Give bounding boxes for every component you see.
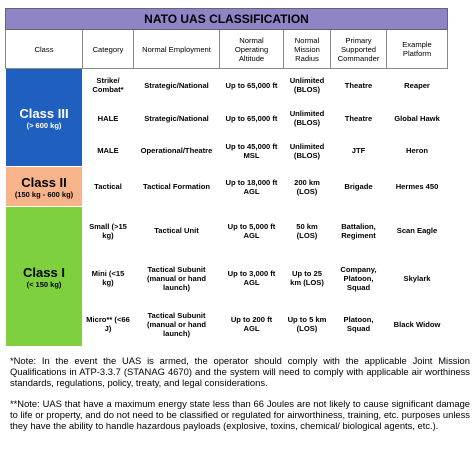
table-cell: Theatre [330, 101, 387, 135]
table-cell: Theatre [330, 68, 387, 102]
table-cell: 200 km (LOS) [283, 166, 331, 207]
column-header: Normal Mission Radius [283, 29, 331, 69]
column-header: Normal Operating Altitude [219, 29, 284, 69]
table-cell: JTF [330, 134, 387, 167]
table-cell: Scan Eagle [385, 206, 449, 255]
table-cell: Up to 25 km (LOS) [283, 254, 331, 302]
table-cell: MALE [82, 134, 134, 167]
class-weight: (> 600 kg) [26, 120, 62, 130]
table-cell: Up to 65,000 ft [219, 68, 284, 102]
class-label: Class II [21, 174, 67, 190]
table-cell: Small (>15 kg) [82, 206, 134, 255]
column-header: Primary Supported Commander [330, 29, 387, 69]
table-row: Class II (150 kg - 600 kg) Tactical Tactica… [5, 166, 449, 207]
table-cell: Up to 3,000 ft AGL [219, 254, 284, 302]
column-header: Example Platform [385, 29, 449, 69]
class-label: Class I [23, 264, 65, 280]
table-cell: Up to 65,000 ft [219, 101, 284, 135]
table-cell: Strategic/National [133, 68, 220, 102]
note: **Note: UAS that have a maximum energy s… [10, 398, 470, 431]
class-weight: (< 150 kg) [26, 279, 62, 289]
table-cell: Global Hawk [385, 101, 449, 135]
table-cell: Platoon, Squad [330, 301, 387, 347]
table-cell: Up to 45,000 ft MSL [219, 134, 284, 167]
table-row: Micro** (<66 J) Tactical Subunit (manual … [6, 301, 449, 347]
table-cell: Tactical Unit [133, 206, 220, 255]
table-cell: Tactical Subunit (manual or hand launch) [133, 254, 220, 302]
table-row: Class I (< 150 kg) Small (>15 kg) Tactical … [5, 206, 449, 347]
table-cell: Brigade [330, 166, 387, 207]
table-row: HALE Strategic/National Up to 65,000 ft Unl… [6, 101, 449, 135]
table-cell: Black Widow [385, 301, 449, 347]
table-cell: 50 km (LOS) [283, 206, 331, 255]
table-cell: HALE [82, 101, 134, 135]
note: *Note: In the event the UAS is armed, th… [10, 355, 470, 388]
table-cell: Micro** (<66 J) [82, 301, 134, 347]
classification-table: NATO UAS CLASSIFICATION Class Category Nor… [4, 8, 449, 347]
header-row: Class Category Normal Employment Normal Ope… [5, 29, 449, 69]
table-row: Class III (> 600 kg) Strike/ Combat* Strate… [5, 68, 449, 167]
table-cell: Unlimited (BLOS) [283, 68, 331, 102]
table-row: MALE Operational/Theatre Up to 45,000 ft M… [6, 134, 449, 167]
table-cell: Up to 18,000 ft AGL [219, 166, 284, 207]
class-cell: Class III (> 600 kg) [5, 68, 83, 167]
table-cell: Battalion, Regiment [330, 206, 387, 255]
table-cell: Operational/Theatre [133, 134, 220, 167]
table-title: NATO UAS CLASSIFICATION [4, 8, 449, 30]
column-header: Class [5, 29, 83, 69]
table-cell: Up to 5 km (LOS) [283, 301, 331, 347]
column-header: Category [82, 29, 134, 69]
table-cell: Strategic/National [133, 101, 220, 135]
column-header: Normal Employment [133, 29, 220, 69]
table-cell: Tactical [82, 166, 134, 207]
class-label: Class III [19, 105, 69, 121]
table-cell: Up to 5,000 ft AGL [219, 206, 284, 255]
table-cell: Skylark [385, 254, 449, 302]
table-cell: Unlimited (BLOS) [283, 134, 331, 167]
table-cell: Tactical Formation [133, 166, 220, 207]
table-cell: Tactical Subunit (manual or hand launch) [133, 301, 220, 347]
table: NATO UAS CLASSIFICATION Class Category Nor… [4, 8, 449, 347]
table-cell: Unlimited (BLOS) [283, 101, 331, 135]
class-cell: Class I (< 150 kg) [5, 206, 83, 347]
table-cell: Strike/ Combat* [82, 68, 134, 102]
table-cell: Up to 200 ft AGL [219, 301, 284, 347]
class-cell: Class II (150 kg - 600 kg) [5, 166, 83, 207]
table-cell: Hermes 450 [385, 166, 449, 207]
table-cell: Mini (<15 kg) [82, 254, 134, 302]
table-cell: Reaper [385, 68, 449, 102]
table-cell: Heron [385, 134, 449, 167]
table-cell: Company, Platoon, Squad [330, 254, 387, 302]
notes: *Note: In the event the UAS is armed, th… [10, 355, 470, 441]
class-weight: (150 kg - 600 kg) [14, 189, 74, 199]
